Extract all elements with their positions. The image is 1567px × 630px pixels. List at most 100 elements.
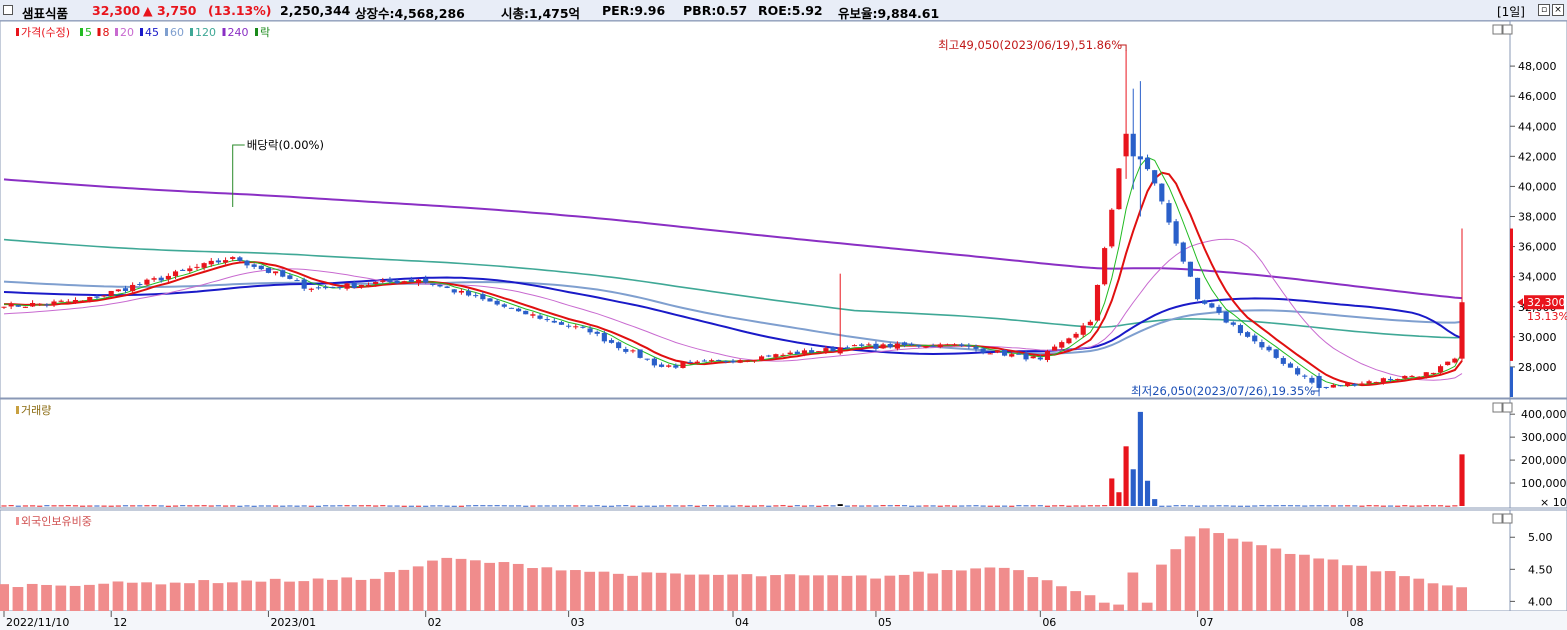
foreign-bar [984, 567, 996, 611]
volume-bar [987, 505, 993, 507]
volume-restore-icon [1492, 402, 1503, 413]
candle [1337, 385, 1344, 387]
candle [508, 307, 515, 309]
candle [723, 361, 729, 363]
candle [751, 360, 758, 362]
volume-bar [151, 505, 157, 507]
volume-bar [201, 505, 207, 507]
candle [666, 365, 672, 367]
candle [544, 319, 550, 321]
foreign-tick-label-0: 5.00 [1528, 531, 1553, 544]
candle [837, 347, 843, 354]
candle [937, 344, 943, 348]
volume-bar [1080, 505, 1086, 507]
volume-bar [651, 505, 657, 507]
candle [823, 348, 829, 352]
candle [44, 304, 50, 306]
volume-bar [794, 505, 800, 507]
candle [1066, 338, 1072, 344]
candle [694, 361, 700, 364]
foreign-bar [284, 581, 295, 611]
volume-bar [1159, 505, 1165, 507]
candle [1173, 221, 1179, 244]
volume-bar [122, 505, 129, 507]
volume-bar [473, 505, 479, 507]
candle [637, 349, 643, 358]
candle [523, 310, 529, 315]
candle [458, 290, 464, 293]
candle [1309, 377, 1315, 383]
candle [158, 277, 164, 281]
foreign-bar [1441, 585, 1453, 611]
volume-tick-label-2: 200,000 [1521, 454, 1567, 467]
volume-bar [1402, 505, 1408, 507]
candle [230, 257, 236, 259]
candle [222, 260, 229, 263]
candle [501, 304, 507, 307]
foreign-bar [384, 572, 395, 611]
candle [766, 355, 772, 357]
candle [37, 303, 43, 305]
price-tick-label-6: 36,000 [1518, 241, 1557, 254]
foreign-restore-icon [1492, 513, 1503, 524]
candle [537, 315, 543, 319]
candle [1144, 157, 1151, 170]
candle [1080, 325, 1086, 335]
volume-bar [716, 505, 722, 507]
volume-bar [72, 505, 79, 507]
volume-bar [816, 505, 822, 507]
foreign-bar [98, 583, 110, 611]
foreign-bar [269, 578, 281, 611]
select-checkbox[interactable] [3, 5, 13, 15]
legend-label-6: 120 [195, 26, 216, 39]
close-icon[interactable]: × [1552, 4, 1564, 16]
legend-swatch [222, 28, 226, 36]
candle [1130, 133, 1136, 157]
volume-bar [866, 505, 872, 507]
candle [1030, 356, 1036, 359]
candle [494, 300, 500, 305]
foreign-bar [455, 558, 467, 611]
restore-icon[interactable]: ▫ [1538, 4, 1550, 16]
chart-area[interactable]: 48,000 46,000 44,000 42,000 40,000 38,000 36,0… [0, 21, 1567, 630]
candle [1409, 375, 1415, 377]
foreign-bar [1027, 577, 1039, 611]
volume-bar [837, 504, 843, 506]
volume-bar [287, 505, 293, 507]
volume-bar [708, 505, 715, 507]
candle [680, 362, 686, 368]
volume-bar [1009, 505, 1015, 507]
volume-bar [730, 505, 736, 507]
volume-bar [1059, 505, 1065, 507]
stock-name[interactable]: 샘표식품 [22, 6, 69, 21]
foreign-bar [741, 574, 753, 611]
candle [130, 284, 136, 292]
candle [315, 287, 322, 289]
legend-swatch [165, 28, 168, 36]
volume-bar [680, 505, 686, 507]
foreign-bar [655, 572, 667, 611]
volume-legend-swatch [16, 406, 19, 414]
volume-bar [44, 505, 50, 507]
candle [951, 344, 958, 346]
candle [873, 343, 879, 349]
candle [1302, 375, 1308, 377]
foreign-bar [355, 579, 367, 611]
foreign-bar [1127, 572, 1139, 611]
volume-bar [780, 505, 786, 507]
period-selector[interactable]: [1일] [1496, 5, 1525, 19]
candle [273, 271, 279, 274]
volume-bar [415, 505, 422, 507]
volume-bar [587, 505, 593, 507]
volume-bar [937, 505, 943, 507]
candle [580, 326, 586, 328]
candle [1366, 381, 1372, 384]
foreign-bar [512, 563, 524, 611]
foreign-bar [169, 582, 181, 611]
candle [651, 358, 657, 366]
volume-bar [1387, 505, 1394, 507]
candle [72, 299, 79, 303]
volume-title: 거래량 [21, 404, 51, 417]
candle [594, 331, 600, 334]
candle [115, 289, 121, 292]
